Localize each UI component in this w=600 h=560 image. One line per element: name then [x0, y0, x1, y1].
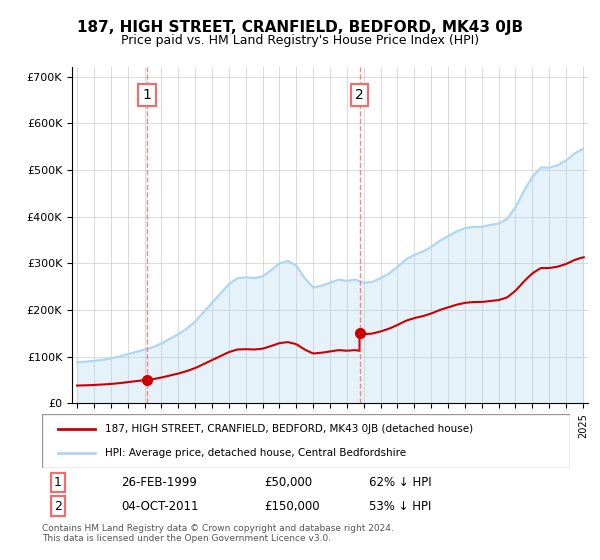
- Text: HPI: Average price, detached house, Central Bedfordshire: HPI: Average price, detached house, Cent…: [106, 447, 406, 458]
- Text: Contains HM Land Registry data © Crown copyright and database right 2024.
This d: Contains HM Land Registry data © Crown c…: [42, 524, 394, 543]
- Text: 2: 2: [54, 500, 62, 512]
- Text: £150,000: £150,000: [264, 500, 319, 512]
- Text: 187, HIGH STREET, CRANFIELD, BEDFORD, MK43 0JB (detached house): 187, HIGH STREET, CRANFIELD, BEDFORD, MK…: [106, 424, 473, 435]
- FancyBboxPatch shape: [42, 414, 570, 468]
- Text: 1: 1: [54, 476, 62, 489]
- Text: 2: 2: [355, 88, 364, 102]
- Text: 26-FEB-1999: 26-FEB-1999: [121, 476, 197, 489]
- Text: 04-OCT-2011: 04-OCT-2011: [121, 500, 199, 512]
- Text: 53% ↓ HPI: 53% ↓ HPI: [370, 500, 432, 512]
- Text: 187, HIGH STREET, CRANFIELD, BEDFORD, MK43 0JB: 187, HIGH STREET, CRANFIELD, BEDFORD, MK…: [77, 20, 523, 35]
- Text: £50,000: £50,000: [264, 476, 312, 489]
- Text: 1: 1: [143, 88, 151, 102]
- Text: Price paid vs. HM Land Registry's House Price Index (HPI): Price paid vs. HM Land Registry's House …: [121, 34, 479, 46]
- Text: 62% ↓ HPI: 62% ↓ HPI: [370, 476, 432, 489]
